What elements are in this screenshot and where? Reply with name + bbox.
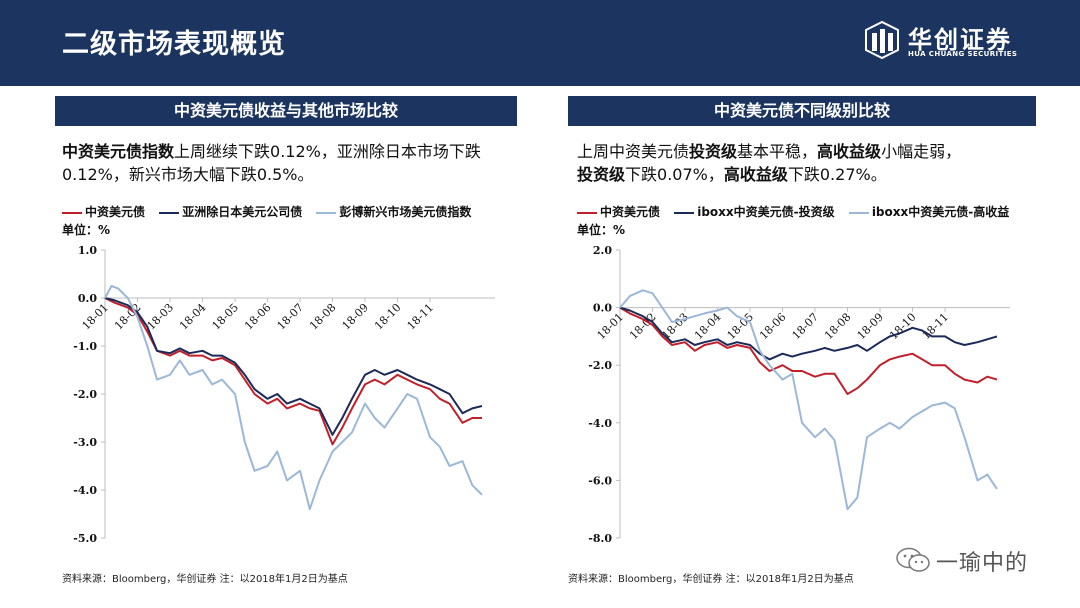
- series-line-3: [104, 285, 483, 511]
- series-line-1: [619, 306, 998, 395]
- left-source-note: 资料来源：Bloomberg，华创证券 注：以2018年1月2日为基点: [62, 574, 348, 585]
- x-tick-label: 18-09: [340, 301, 372, 333]
- left-line-chart: 1.00.0-1.0-2.0-3.0-4.0-5.018-01 18-02 18-0…: [73, 244, 495, 545]
- legend-swatch: [62, 211, 82, 214]
- desc-bold: 投资级: [577, 165, 626, 184]
- page-title: 二级市场表现概览: [62, 29, 286, 60]
- desc-text: 上周中资美元债: [577, 142, 690, 161]
- x-tick-label: 18-06: [242, 301, 274, 333]
- desc-text: 下跌0.07%，: [625, 165, 724, 184]
- legend-swatch: [159, 211, 180, 214]
- logo-name-cn: 华创证券: [908, 26, 1012, 54]
- desc-bold: 高收益级: [817, 142, 882, 161]
- y-tick-label: -8.0: [588, 532, 612, 545]
- y-tick-label: -4.0: [588, 417, 612, 430]
- right-source-note: 资料来源：Bloomberg，华创证券 注：以2018年1月2日为基点: [568, 574, 854, 585]
- legend-item: iboxx中资美元债-高收益: [848, 203, 1010, 220]
- company-logo: 华创证券 HUA CHUANG SECURITIES: [864, 20, 1034, 68]
- desc-text: 基本平稳，: [737, 142, 818, 161]
- y-tick-label: -2.0: [588, 359, 612, 372]
- y-tick-label: 1.0: [78, 244, 97, 257]
- x-tick-label: 18-07: [790, 311, 822, 343]
- legend-label: 亚洲除日本美元公司债: [182, 205, 303, 219]
- y-tick-label: 2.0: [593, 244, 612, 257]
- left-panel-title: 中资美元债收益与其他市场比较: [55, 96, 517, 126]
- legend-item: 彭博新兴市场美元债指数: [316, 203, 471, 220]
- y-tick-label: -1.0: [73, 340, 97, 353]
- desc-bold: 投资级: [689, 142, 738, 161]
- legend-label: 彭博新兴市场美元债指数: [339, 205, 472, 219]
- right-unit-label: 单位：%: [577, 223, 626, 237]
- wechat-icon: [896, 547, 930, 572]
- x-tick-label: 18-10: [887, 311, 919, 343]
- x-tick-label: 18-01: [80, 301, 112, 333]
- y-tick-label: -6.0: [588, 474, 612, 487]
- right-description: 上周中资美元债投资级基本平稳，高收益级小幅走弱， 投资级下跌0.07%，高收益级…: [577, 140, 1027, 186]
- header-bar: 二级市场表现概览 华创证券 HUA CHUANG SECURITIES: [0, 0, 1080, 86]
- left-desc-rest: 上周继续下跌0.12%，亚洲除日本市场下跌0.12%，新兴市场大幅下跌0.5%。: [62, 142, 481, 184]
- left-unit-label: 单位：%: [62, 223, 111, 237]
- y-tick-label: -4.0: [73, 484, 97, 497]
- legend-swatch: [316, 211, 337, 214]
- legend-label: iboxx中资美元债-投资级: [697, 205, 835, 219]
- y-tick-label: 0.0: [78, 292, 97, 305]
- desc-text: 小幅走弱，: [881, 142, 962, 161]
- y-tick-label: -2.0: [73, 388, 97, 401]
- y-tick-label: -3.0: [73, 436, 97, 449]
- y-tick-label: -5.0: [73, 532, 97, 545]
- series-line-1: [104, 297, 482, 446]
- x-tick-label: 18-06: [757, 311, 789, 343]
- x-tick-label: 18-09: [855, 311, 887, 343]
- legend-label: iboxx中资美元债-高收益: [871, 205, 1010, 219]
- x-tick-label: 18-08: [822, 311, 854, 343]
- legend-item: iboxx中资美元债-投资级: [674, 203, 835, 220]
- legend-item: 亚洲除日本美元公司债: [159, 203, 302, 220]
- left-desc-bold: 中资美元债指数: [62, 142, 175, 161]
- desc-text: 下跌0.27%。: [787, 165, 887, 184]
- x-tick-label: 18-03: [145, 301, 177, 333]
- series-line-2: [619, 306, 998, 361]
- logo-name-en: HUA CHUANG SECURITIES: [908, 50, 1018, 58]
- x-tick-label: 18-04: [177, 301, 209, 333]
- legend-label: 中资美元债: [600, 205, 661, 219]
- x-tick-label: 18-05: [210, 301, 242, 333]
- x-tick-label: 18-11: [405, 301, 437, 333]
- legend-label: 中资美元债: [85, 205, 146, 219]
- right-line-chart: 2.00.0-2.0-4.0-6.0-8.018-01 18-02 18-03 18-…: [588, 244, 1010, 545]
- x-tick-label: 18-01: [595, 311, 627, 343]
- desc-bold: 高收益级: [723, 165, 788, 184]
- right-panel-title: 中资美元债不同级别比较: [568, 96, 1036, 126]
- legend-item: 中资美元债: [577, 203, 660, 220]
- watermark: 一瑜中的: [896, 545, 1056, 577]
- right-legend: 中资美元债 iboxx中资美元债-投资级 iboxx中资美元债-高收益: [577, 203, 1019, 220]
- series-line-2: [104, 297, 483, 436]
- legend-item: 中资美元债: [62, 203, 145, 220]
- left-description: 中资美元债指数上周继续下跌0.12%，亚洲除日本市场下跌0.12%，新兴市场大幅…: [62, 140, 507, 186]
- x-tick-label: 18-08: [307, 301, 339, 333]
- watermark-text: 一瑜中的: [936, 551, 1029, 576]
- x-tick-label: 18-10: [372, 301, 404, 333]
- left-legend: 中资美元债 亚洲除日本美元公司债 彭博新兴市场美元债指数: [62, 203, 481, 220]
- legend-swatch: [848, 211, 869, 214]
- x-tick-label: 18-07: [275, 301, 307, 333]
- huachuang-logo-icon: [865, 20, 899, 60]
- series-line-3: [619, 289, 998, 511]
- y-tick-label: 0.0: [593, 302, 612, 315]
- legend-swatch: [674, 211, 695, 214]
- legend-swatch: [577, 211, 597, 214]
